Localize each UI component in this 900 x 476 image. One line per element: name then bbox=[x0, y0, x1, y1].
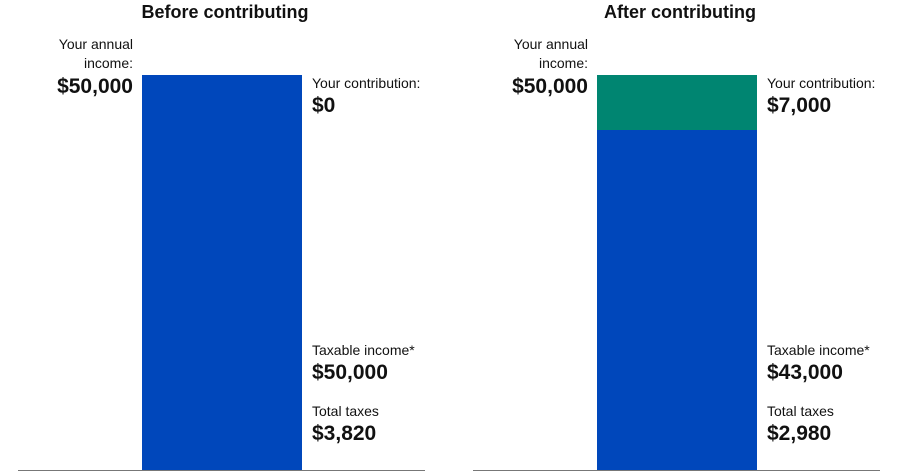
taxable-income-text: Taxable income* bbox=[767, 342, 870, 358]
total-taxes-label: Total taxes $2,980 bbox=[767, 402, 834, 447]
baseline bbox=[473, 470, 880, 471]
annual-income-value: $50,000 bbox=[512, 75, 588, 98]
annual-income-label: Your annual income: $50,000 bbox=[458, 35, 588, 100]
taxable-income-text: Taxable income* bbox=[312, 342, 415, 358]
bar-segment-taxable-income bbox=[142, 75, 302, 471]
annual-income-text: Your annual income: bbox=[58, 36, 133, 71]
annual-income-label: Your annual income: $50,000 bbox=[3, 35, 133, 100]
taxable-income-value: $50,000 bbox=[312, 361, 388, 384]
contribution-label: Your contribution: $7,000 bbox=[767, 74, 887, 119]
total-taxes-label: Total taxes $3,820 bbox=[312, 402, 379, 447]
total-taxes-value: $3,820 bbox=[312, 422, 377, 445]
taxable-income-value: $43,000 bbox=[767, 361, 843, 384]
bar-segment-taxable-income bbox=[597, 130, 757, 471]
total-taxes-text: Total taxes bbox=[767, 403, 834, 419]
baseline bbox=[18, 470, 425, 471]
annual-income-text: Your annual income: bbox=[513, 36, 588, 71]
contribution-label: Your contribution: $0 bbox=[312, 74, 432, 119]
panel-after: After contributing Your annual income: $… bbox=[455, 0, 900, 476]
panel-before: Before contributing Your annual income: … bbox=[3, 2, 432, 471]
taxable-income-label: Taxable income* $43,000 bbox=[767, 341, 870, 386]
taxable-income-label: Taxable income* $50,000 bbox=[312, 341, 415, 386]
total-taxes-text: Total taxes bbox=[312, 403, 379, 419]
contribution-text: Your contribution: bbox=[767, 75, 876, 91]
panel-title: After contributing bbox=[604, 2, 756, 22]
annual-income-value: $50,000 bbox=[57, 75, 133, 98]
contribution-value: $7,000 bbox=[767, 94, 832, 117]
total-taxes-value: $2,980 bbox=[767, 422, 832, 445]
bar-segment-contribution bbox=[597, 75, 757, 131]
contribution-value: $0 bbox=[312, 94, 336, 117]
contribution-text: Your contribution: bbox=[312, 75, 421, 91]
panel-title: Before contributing bbox=[141, 2, 309, 22]
